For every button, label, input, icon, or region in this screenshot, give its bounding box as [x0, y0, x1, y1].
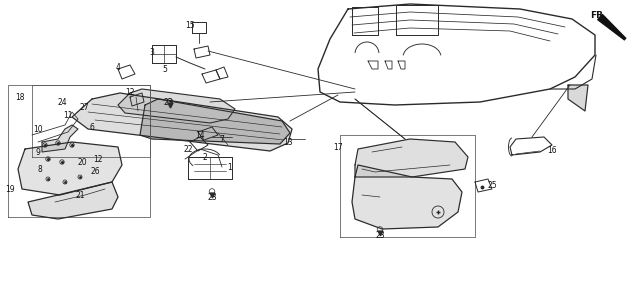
Text: 26: 26 [90, 168, 100, 177]
Text: 7: 7 [220, 134, 225, 143]
Text: 17: 17 [333, 142, 343, 151]
Text: 8: 8 [38, 165, 42, 173]
Text: 9: 9 [36, 147, 40, 157]
Text: 21: 21 [76, 191, 84, 200]
Text: 19: 19 [5, 185, 15, 193]
Text: 6: 6 [90, 122, 95, 131]
Text: 5: 5 [163, 64, 168, 73]
Text: 14: 14 [195, 130, 205, 139]
Text: 15: 15 [185, 21, 195, 29]
Text: 10: 10 [33, 125, 43, 134]
Polygon shape [42, 125, 78, 152]
Polygon shape [598, 14, 626, 40]
Text: 12: 12 [125, 87, 135, 96]
Polygon shape [568, 85, 588, 111]
Polygon shape [352, 165, 462, 229]
Text: 27: 27 [79, 103, 89, 111]
Polygon shape [118, 89, 235, 123]
Text: FR.: FR. [590, 10, 607, 20]
Text: 1: 1 [228, 162, 232, 172]
Polygon shape [28, 182, 118, 219]
Text: 3: 3 [150, 48, 154, 56]
Polygon shape [18, 142, 122, 195]
Text: 25: 25 [487, 181, 497, 189]
Text: 13: 13 [283, 138, 293, 146]
Text: 18: 18 [15, 92, 25, 102]
Text: 12: 12 [93, 154, 103, 164]
Polygon shape [72, 93, 292, 151]
Text: 24: 24 [57, 98, 67, 107]
Text: 16: 16 [547, 146, 557, 154]
Text: 23: 23 [375, 231, 385, 239]
Text: 20: 20 [77, 157, 87, 166]
Text: 23: 23 [163, 98, 173, 107]
Text: 23: 23 [207, 192, 217, 201]
Polygon shape [140, 99, 290, 144]
Text: 22: 22 [183, 145, 193, 154]
Text: 11: 11 [63, 111, 73, 119]
Text: 4: 4 [116, 63, 120, 72]
Text: 2: 2 [203, 153, 207, 161]
Polygon shape [355, 139, 468, 177]
